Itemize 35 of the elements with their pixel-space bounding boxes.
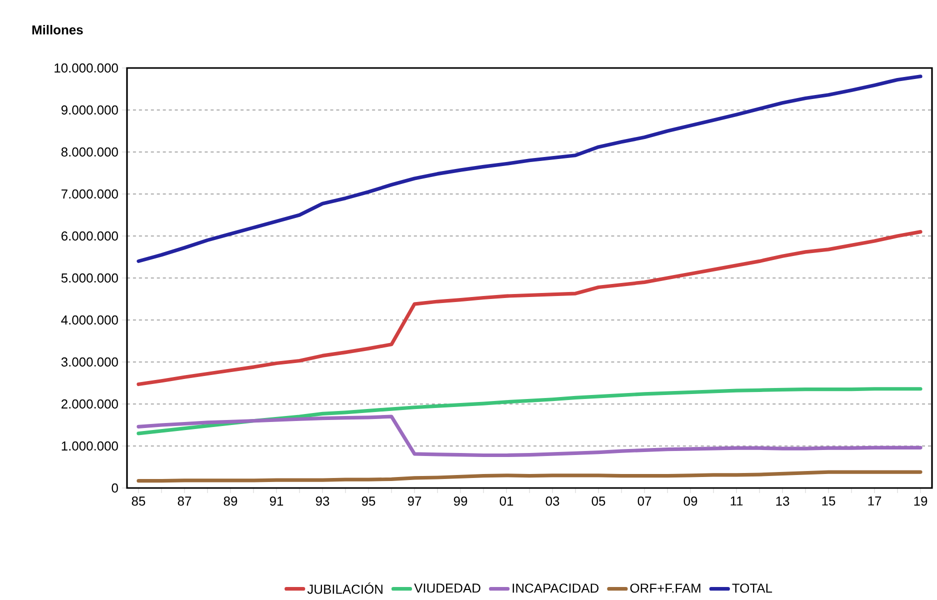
y-tick-label: 8.000.000 <box>61 147 118 157</box>
x-tick-label: 93 <box>316 496 330 506</box>
x-tick-label: 99 <box>454 496 468 506</box>
y-tick-label: 10.000.000 <box>54 63 118 73</box>
x-tick-label: 11 <box>730 496 743 506</box>
x-tick-label: 15 <box>822 496 836 506</box>
y-tick-label: 2.000.000 <box>62 399 118 409</box>
y-axis-title: Millones <box>32 24 83 34</box>
x-tick-label: 09 <box>684 496 698 506</box>
x-tick-label: 05 <box>592 496 606 506</box>
y-tick-label: 4.000.000 <box>61 315 118 325</box>
x-tick-label: 13 <box>776 496 790 506</box>
y-tick-label: 9.000.000 <box>61 105 118 115</box>
legend-label: INCAPACIDAD <box>512 584 598 593</box>
y-tick-label: 5.000.000 <box>61 273 118 283</box>
x-tick-label: 07 <box>638 496 652 506</box>
legend-label: JUBILACIÓN <box>307 582 382 594</box>
x-tick-label: 85 <box>132 496 146 506</box>
y-tick-label: 1.000.000 <box>62 441 118 451</box>
y-tick-label: 0 <box>112 483 118 493</box>
y-tick-label: 6.000.000 <box>62 231 118 241</box>
x-tick-label: 89 <box>224 496 238 506</box>
legend-label: ORF+F.FAM <box>630 584 700 593</box>
y-tick-label: 3.000.000 <box>61 357 118 367</box>
x-tick-label: 95 <box>362 496 376 506</box>
x-tick-label: 01 <box>500 496 514 506</box>
legend-label: TOTAL <box>732 584 772 593</box>
y-tick-label: 7.000.000 <box>62 189 118 199</box>
x-tick-label: 19 <box>914 496 928 506</box>
x-tick-label: 87 <box>178 496 192 506</box>
legend-label: VIUDEDAD <box>414 584 480 593</box>
x-tick-label: 91 <box>270 496 284 506</box>
x-tick-label: 17 <box>868 496 882 506</box>
x-tick-label: 97 <box>408 496 422 506</box>
x-tick-label: 03 <box>546 496 560 506</box>
